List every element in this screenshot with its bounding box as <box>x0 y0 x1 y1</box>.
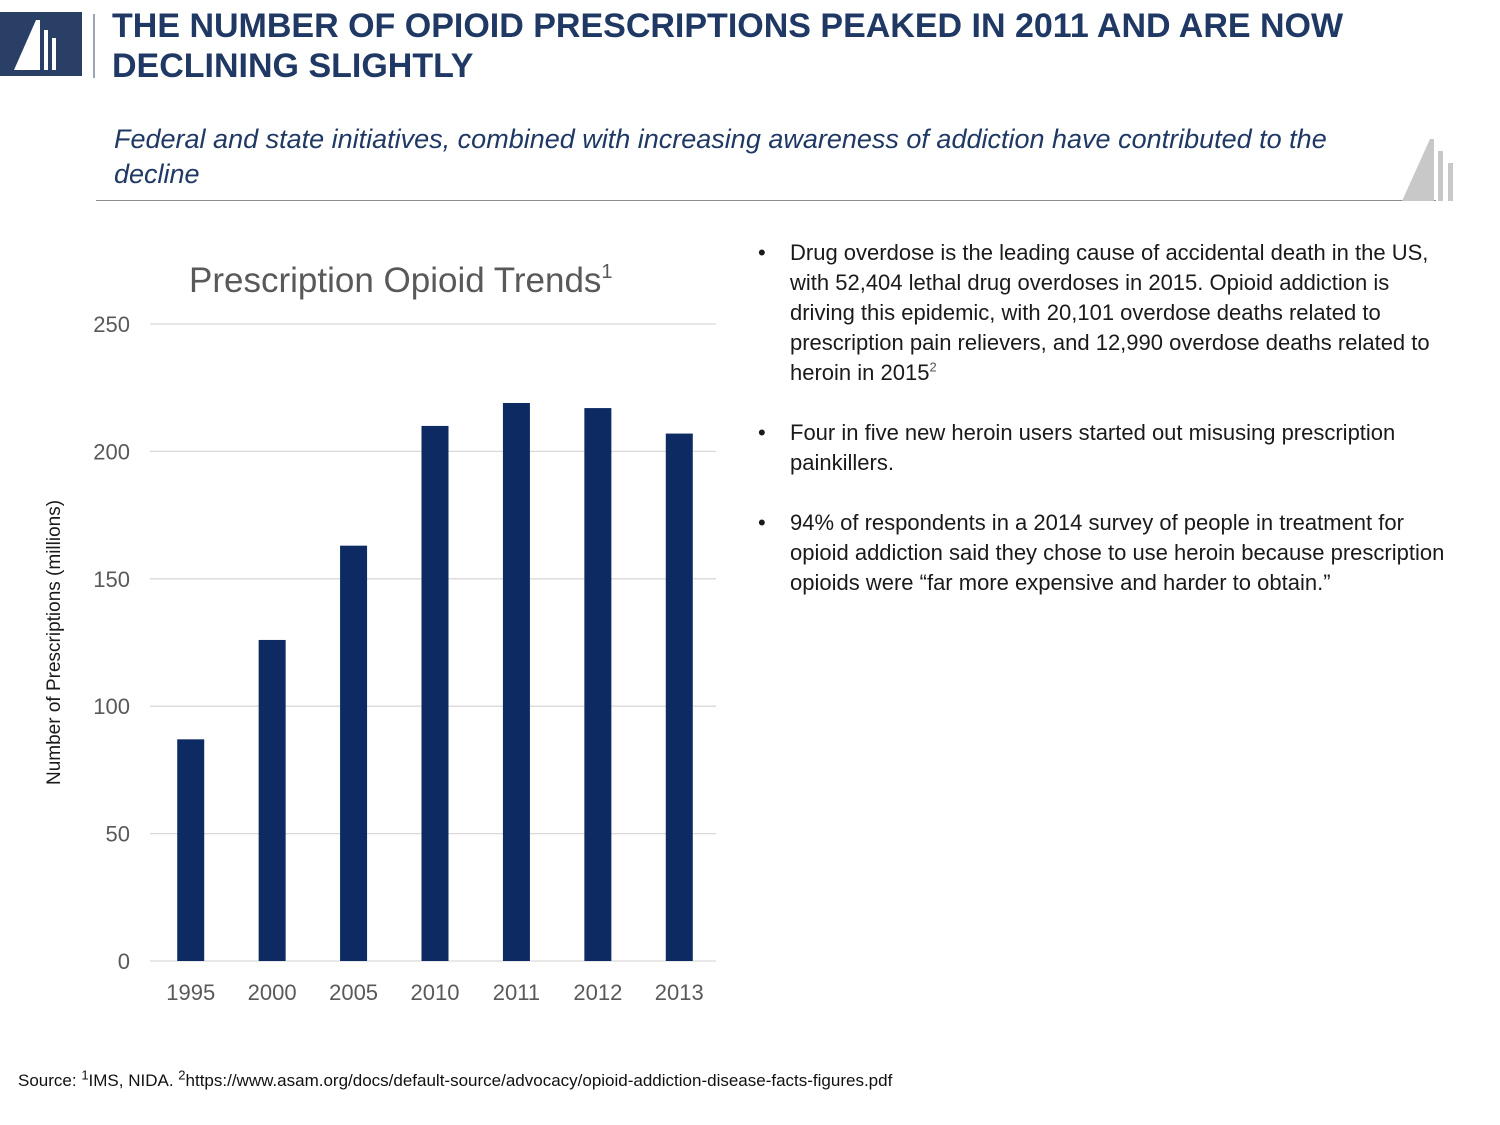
footnote-ref: 2 <box>929 359 937 375</box>
y-axis-label: Number of Prescriptions (millions) <box>44 500 65 785</box>
bullet-marker: • <box>758 240 766 265</box>
bullet-marker: • <box>758 420 766 445</box>
source-link[interactable]: https://www.asam.org/docs/default-source… <box>185 1071 893 1090</box>
corner-logo-icon <box>1402 139 1453 201</box>
chart-canvas: Prescription Opioid Trends1 0 50 100 150 200 2… <box>44 261 716 1005</box>
bar <box>584 408 612 961</box>
footnote-ref: 2 <box>178 1067 186 1083</box>
logo-mark-icon <box>14 20 56 70</box>
bullet-text: Drug overdose is the leading cause of ac… <box>790 240 1430 385</box>
x-tick-label: 1995 <box>166 980 215 1005</box>
bullet-list: • Drug overdose is the leading cause of … <box>758 238 1448 628</box>
bar <box>502 402 530 961</box>
header-divider <box>96 200 1436 201</box>
bullet-text: 94% of respondents in a 2014 survey of p… <box>790 510 1445 595</box>
bar <box>258 639 286 961</box>
bullet-marker: • <box>758 510 766 535</box>
x-tick-label: 2000 <box>248 980 297 1005</box>
y-tick-label: 200 <box>93 439 130 464</box>
logo-divider <box>93 14 95 78</box>
source-ims: IMS, NIDA. <box>88 1071 179 1090</box>
y-tick-label: 0 <box>118 949 130 974</box>
x-tick-label: 2005 <box>329 980 378 1005</box>
y-tick-label: 150 <box>93 567 130 592</box>
bullet-item: • Drug overdose is the leading cause of … <box>758 238 1448 388</box>
bullet-item: • Four in five new heroin users started … <box>758 418 1448 478</box>
bar <box>340 545 368 961</box>
bullet-item: • 94% of respondents in a 2014 survey of… <box>758 508 1448 598</box>
bar <box>665 433 693 962</box>
bar <box>421 425 449 961</box>
page-subtitle: Federal and state initiatives, combined … <box>114 124 1327 189</box>
chart-title: Prescription Opioid Trends1 <box>189 261 613 300</box>
y-tick-label: 100 <box>93 694 130 719</box>
source-prefix: Source: <box>18 1071 82 1090</box>
y-tick-label: 50 <box>106 822 130 847</box>
prescription-trends-chart: Prescription Opioid Trends1 0 50 100 150 200 2… <box>0 230 740 1030</box>
x-tick-label: 2011 <box>493 980 540 1005</box>
bullet-text: Four in five new heroin users started ou… <box>790 420 1396 475</box>
x-tick-label: 2010 <box>411 980 460 1005</box>
company-logo <box>0 12 82 76</box>
y-tick-label: 250 <box>93 312 130 337</box>
x-tick-label: 2013 <box>655 980 704 1005</box>
page-title: THE NUMBER OF OPIOID PRESCRIPTIONS PEAKE… <box>112 7 1344 85</box>
bar <box>177 739 205 961</box>
x-tick-label: 2012 <box>573 980 622 1005</box>
footnote-ref: 1 <box>81 1067 89 1083</box>
source-note: Source: 1IMS, NIDA. 2https://www.asam.or… <box>18 1068 958 1093</box>
